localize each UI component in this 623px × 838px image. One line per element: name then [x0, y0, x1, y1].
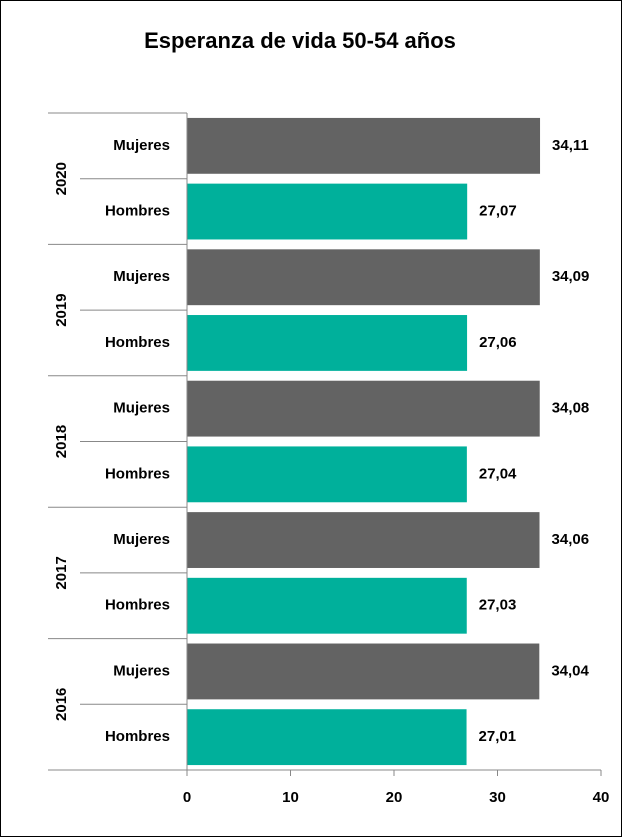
chart-title: Esperanza de vida 50-54 años: [144, 28, 456, 53]
series-label: Hombres: [105, 203, 170, 220]
series-label: Hombres: [105, 728, 170, 745]
value-label: 27,07: [479, 203, 517, 220]
value-label: 27,06: [479, 334, 517, 351]
category-label: 2017: [53, 556, 70, 589]
value-label: 34,11: [552, 137, 589, 154]
value-label: 27,01: [479, 728, 517, 745]
series-label: Hombres: [105, 334, 170, 351]
bar: [187, 183, 468, 240]
series-label: Mujeres: [113, 400, 170, 417]
x-tick-label: 30: [489, 789, 506, 806]
bar: [187, 709, 467, 766]
category-label: 2019: [53, 293, 70, 326]
value-label: 34,06: [552, 531, 590, 548]
value-label: 34,09: [552, 268, 590, 285]
series-label: Mujeres: [113, 531, 170, 548]
bar: [187, 512, 540, 568]
x-tick-label: 10: [282, 789, 299, 806]
series-label: Mujeres: [113, 268, 170, 285]
bar: [187, 446, 467, 503]
x-tick-label: 0: [183, 789, 191, 806]
series-label: Hombres: [105, 597, 170, 614]
bar: [187, 577, 467, 634]
bar: [187, 117, 541, 174]
x-tick-label: 20: [386, 789, 403, 806]
value-label: 34,08: [552, 400, 590, 417]
value-label: 27,03: [479, 597, 517, 614]
bar: [187, 643, 540, 700]
category-label: 2016: [53, 688, 70, 721]
series-label: Mujeres: [113, 137, 170, 154]
x-tick-label: 40: [593, 789, 610, 806]
category-label: 2020: [53, 162, 70, 195]
series-label: Hombres: [105, 465, 170, 482]
series-label: Mujeres: [113, 662, 170, 679]
category-label: 2018: [53, 425, 70, 458]
bar: [187, 249, 540, 306]
bar: [187, 380, 540, 437]
value-label: 34,04: [551, 662, 589, 679]
bar: [187, 315, 468, 371]
value-label: 27,04: [479, 465, 517, 482]
